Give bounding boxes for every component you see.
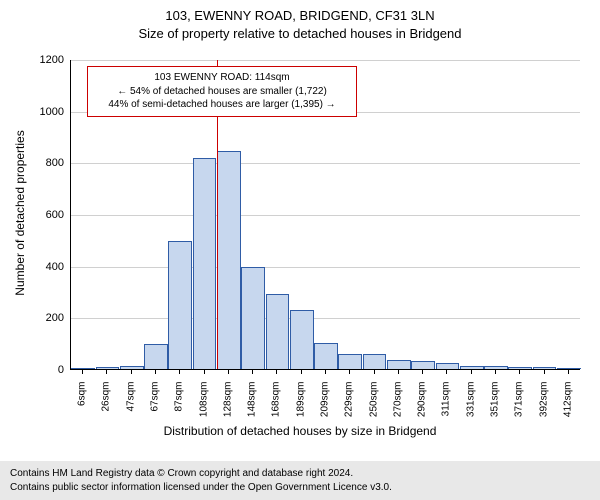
histogram-bar [557,368,581,369]
page-title-line1: 103, EWENNY ROAD, BRIDGEND, CF31 3LN [0,8,600,23]
y-axis-label: Number of detached properties [13,113,27,313]
x-tick-mark [568,370,569,374]
footer-line1: Contains HM Land Registry data © Crown c… [10,467,590,481]
chart-container: 103, EWENNY ROAD, BRIDGEND, CF31 3LN Siz… [0,0,600,500]
x-tick-mark [106,370,107,374]
x-tick-mark [179,370,180,374]
x-tick-mark [544,370,545,374]
gridline [71,318,580,319]
annotation-line: 44% of semi-detached houses are larger (… [96,98,348,112]
y-tick-label: 1200 [0,54,64,66]
histogram-bar [120,366,144,369]
x-tick-mark [495,370,496,374]
histogram-bar [314,343,338,369]
histogram-bar [436,363,460,369]
y-tick-label: 800 [0,157,64,169]
annotation-line: ← 54% of detached houses are smaller (1,… [96,85,348,99]
plot-area: 103 EWENNY ROAD: 114sqm← 54% of detached… [70,60,580,370]
histogram-bar [363,354,387,370]
x-tick-mark [252,370,253,374]
footer: Contains HM Land Registry data © Crown c… [0,461,600,500]
x-tick-mark [519,370,520,374]
x-tick-mark [276,370,277,374]
gridline [71,163,580,164]
histogram-bar [144,344,168,369]
x-tick-mark [228,370,229,374]
x-tick-mark [204,370,205,374]
histogram-bar [484,366,508,369]
y-tick-label: 0 [0,364,64,376]
x-tick-mark [131,370,132,374]
histogram-bar [193,158,217,369]
histogram-bar [533,367,557,369]
gridline [71,60,580,61]
histogram-bar [460,366,484,369]
x-tick-mark [155,370,156,374]
x-tick-mark [349,370,350,374]
histogram-bar [71,368,95,369]
x-axis-label: Distribution of detached houses by size … [0,424,600,438]
y-tick-label: 1000 [0,106,64,118]
x-tick-mark [374,370,375,374]
x-tick-mark [471,370,472,374]
histogram-bar [508,367,532,369]
y-tick-label: 600 [0,209,64,221]
annotation-line: 103 EWENNY ROAD: 114sqm [96,71,348,85]
histogram-bar [387,360,411,369]
annotation-box: 103 EWENNY ROAD: 114sqm← 54% of detached… [87,66,357,117]
x-tick-mark [398,370,399,374]
y-tick-label: 400 [0,261,64,273]
x-tick-mark [301,370,302,374]
y-tick-label: 200 [0,312,64,324]
x-tick-mark [325,370,326,374]
histogram-bar [96,367,120,369]
histogram-bar [411,361,435,369]
gridline [71,267,580,268]
page-title-line2: Size of property relative to detached ho… [0,26,600,41]
footer-line2: Contains public sector information licen… [10,481,590,495]
histogram-bar [168,241,192,369]
gridline [71,215,580,216]
histogram-bar [241,267,265,369]
histogram-bar [217,151,241,369]
x-tick-mark [82,370,83,374]
histogram-bar [266,294,290,369]
histogram-bar [338,354,362,370]
histogram-bar [290,310,314,369]
x-tick-mark [422,370,423,374]
x-tick-mark [446,370,447,374]
